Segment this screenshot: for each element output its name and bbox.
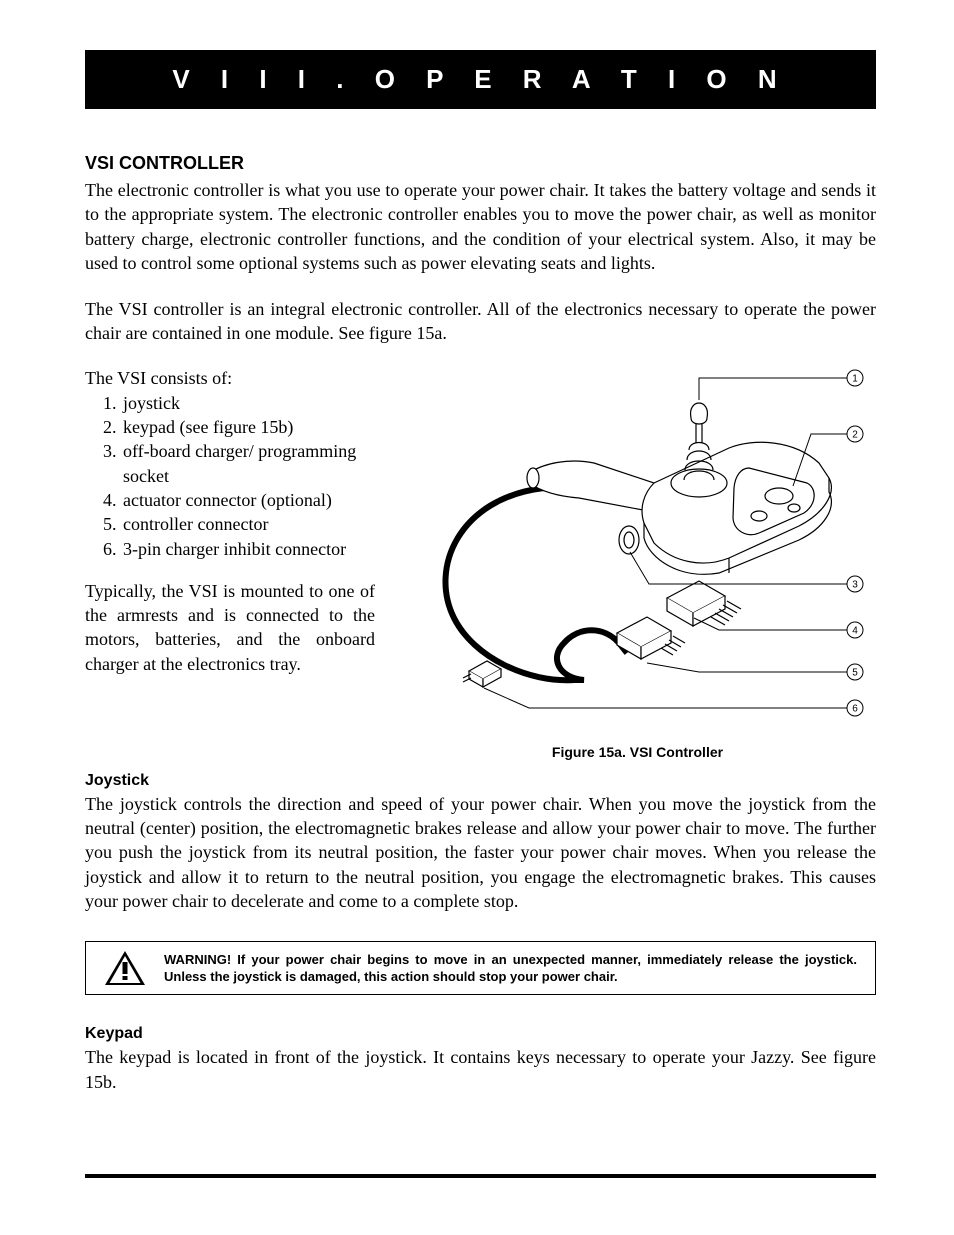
list-item: keypad (see figure 15b) (121, 415, 375, 439)
list-item: 3-pin charger inhibit connector (121, 537, 375, 561)
footer-rule (85, 1174, 876, 1178)
svg-text:6: 6 (852, 703, 858, 714)
svg-text:4: 4 (852, 625, 858, 636)
intro-paragraph-2: The VSI controller is an integral electr… (85, 297, 876, 346)
list-and-figure-row: The VSI consists of: joystick keypad (se… (85, 368, 876, 760)
keypad-paragraph: The keypad is located in front of the jo… (85, 1045, 876, 1094)
svg-text:2: 2 (852, 429, 858, 440)
figure-column: 1 2 3 4 5 6 Figure 15a. VSI Controller (399, 368, 876, 760)
vsi-controller-diagram: 1 2 3 4 5 6 (399, 368, 876, 738)
consists-of-label: The VSI consists of: (85, 368, 375, 389)
joystick-subheading: Joystick (85, 772, 876, 790)
svg-text:1: 1 (852, 373, 858, 384)
warning-body: If your power chair begins to move in an… (164, 952, 857, 985)
svg-text:5: 5 (852, 667, 858, 678)
figure-caption: Figure 15a. VSI Controller (399, 744, 876, 760)
list-item: joystick (121, 391, 375, 415)
intro-paragraph-1: The electronic controller is what you us… (85, 178, 876, 275)
keypad-subheading: Keypad (85, 1025, 876, 1043)
chapter-title: V I I I . O P E R A T I O N (172, 64, 788, 94)
svg-text:3: 3 (852, 579, 858, 590)
warning-triangle-icon (104, 950, 146, 986)
warning-label: WARNING! (164, 952, 231, 967)
list-item: off-board charger/ programming socket (121, 439, 375, 488)
section-heading-vsi: VSI CONTROLLER (85, 153, 876, 174)
list-item: actuator connector (optional) (121, 488, 375, 512)
vsi-components-list: joystick keypad (see figure 15b) off-boa… (85, 391, 375, 561)
warning-text: WARNING! If your power chair begins to m… (164, 951, 857, 986)
list-item: controller connector (121, 512, 375, 536)
joystick-paragraph: The joystick controls the direction and … (85, 792, 876, 913)
mounted-paragraph: Typically, the VSI is mounted to one of … (85, 579, 375, 676)
warning-box: WARNING! If your power chair begins to m… (85, 941, 876, 995)
vsi-list-column: The VSI consists of: joystick keypad (se… (85, 368, 375, 676)
chapter-header-band: V I I I . O P E R A T I O N (85, 50, 876, 109)
